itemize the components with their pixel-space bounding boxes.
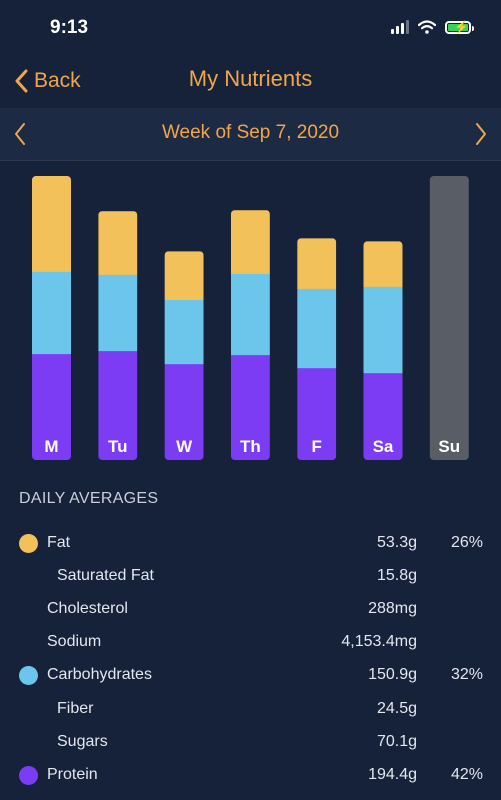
- week-label: Week of Sep 7, 2020: [161, 122, 340, 143]
- bar-empty-su: [429, 176, 469, 460]
- divider: [0, 160, 501, 161]
- bar-segment-protein-w: [164, 363, 204, 460]
- day-label-w: W: [176, 437, 193, 456]
- bar-segment-fat-th: [230, 210, 270, 274]
- chevron-left-icon: [15, 69, 28, 93]
- next-week-button[interactable]: [469, 120, 493, 148]
- back-button-label: Back: [34, 69, 81, 92]
- page-title: My Nutrients: [188, 66, 313, 91]
- charging-bolt-icon: ⚡: [454, 19, 469, 34]
- nutrient-percent: 42%: [450, 765, 483, 783]
- nutrient-row-protein[interactable]: Protein 194.4g 42%: [0, 758, 501, 791]
- nutrient-name: Carbohydrates: [47, 666, 152, 684]
- nutrient-amount: 4,153.4mg: [341, 633, 417, 651]
- day-label-su: Su: [438, 437, 460, 456]
- bar-segment-fat-sa: [363, 241, 403, 287]
- nutrient-amount: 53.3g: [376, 534, 417, 551]
- weekly-nutrient-chart: M Tu W Th F Sa Su: [0, 170, 501, 465]
- nutrient-row-sodium[interactable]: Sodium 4,153.4mg: [0, 625, 501, 658]
- nutrient-amount: 194.4g: [368, 765, 417, 783]
- nutrient-row-carbohydrates[interactable]: Carbohydrates 150.9g 32%: [0, 658, 501, 691]
- day-bar-f[interactable]: F: [297, 238, 337, 460]
- nutrient-row-fat[interactable]: Fat 53.3g 26%: [0, 526, 501, 559]
- nutrient-amount: 150.9g: [368, 666, 417, 684]
- day-bar-th[interactable]: Th: [230, 210, 270, 460]
- bar-segment-protein-th: [230, 354, 270, 460]
- battery-icon: ⚡: [445, 19, 474, 34]
- day-bar-m[interactable]: M: [32, 176, 71, 461]
- day-label-sa: Sa: [373, 437, 394, 456]
- bar-segment-carbohydrates-m: [32, 271, 71, 355]
- nutrient-percent: 32%: [450, 666, 483, 684]
- back-button[interactable]: Back: [14, 66, 81, 96]
- day-label-m: M: [44, 437, 58, 456]
- nutrient-name: Fat: [47, 534, 71, 551]
- status-time: 9:13: [50, 17, 89, 38]
- bar-segment-carbohydrates-th: [230, 273, 270, 356]
- nutrient-name: Saturated Fat: [57, 567, 154, 585]
- nutrient-amount: 24.5g: [376, 699, 417, 717]
- day-bar-w[interactable]: W: [164, 251, 204, 460]
- nutrient-row-fiber[interactable]: Fiber 24.5g: [0, 692, 501, 725]
- bar-segment-protein-tu: [98, 350, 138, 461]
- nutrient-name: Fiber: [57, 699, 94, 717]
- status-bar: 9:13 ⚡: [0, 0, 501, 56]
- chevron-left-icon: [15, 123, 25, 145]
- bar-segment-protein-sa: [363, 372, 403, 461]
- bar-segment-fat-w: [164, 251, 204, 300]
- bar-segment-protein-f: [297, 367, 337, 460]
- bar-segment-carbohydrates-sa: [363, 286, 403, 374]
- nutrient-name: Sodium: [47, 633, 102, 651]
- fat-color-dot-icon: [19, 534, 38, 553]
- bar-segment-protein-m: [32, 353, 71, 460]
- bar-segment-carbohydrates-w: [164, 299, 204, 365]
- nutrient-row-saturated-fat[interactable]: Saturated Fat 15.8g: [0, 559, 501, 592]
- nutrient-row-cholesterol[interactable]: Cholesterol 288mg: [0, 592, 501, 625]
- status-icons: ⚡: [391, 16, 474, 38]
- wifi-icon: [418, 20, 436, 34]
- bar-segment-fat-tu: [98, 211, 138, 275]
- navigation-bar: Back My Nutrients: [0, 56, 501, 108]
- day-bar-tu[interactable]: Tu: [98, 211, 138, 461]
- bar-segment-fat-f: [297, 238, 337, 289]
- nutrient-amount: 15.8g: [376, 567, 417, 585]
- day-bar-sa[interactable]: Sa: [363, 241, 403, 461]
- stacked-bar-chart: M Tu W Th F Sa Su: [32, 176, 469, 461]
- nutrient-name: Sugars: [57, 732, 108, 750]
- bar-segment-carbohydrates-tu: [98, 274, 138, 352]
- nutrient-row-sugars[interactable]: Sugars 70.1g: [0, 725, 501, 758]
- day-label-f: F: [312, 437, 322, 456]
- nutrient-percent: 26%: [450, 534, 483, 551]
- carbohydrates-color-dot-icon: [19, 666, 38, 686]
- nutrient-name: Protein: [47, 765, 98, 783]
- previous-week-button[interactable]: [8, 120, 32, 148]
- day-label-tu: Tu: [108, 437, 128, 456]
- nutrient-amount: 70.1g: [376, 732, 417, 750]
- nutrient-amount: 288mg: [368, 600, 417, 618]
- bar-segment-carbohydrates-f: [297, 288, 337, 369]
- week-selector: Week of Sep 7, 2020: [0, 108, 501, 160]
- chevron-right-icon: [476, 123, 486, 145]
- protein-color-dot-icon: [19, 765, 38, 785]
- day-label-th: Th: [240, 437, 261, 456]
- daily-averages-title: DAILY AVERAGES: [19, 490, 159, 507]
- day-bar-su[interactable]: Su: [429, 176, 469, 460]
- cellular-signal-icon: [391, 20, 409, 34]
- bar-segment-fat-m: [32, 176, 71, 272]
- nutrient-name: Cholesterol: [47, 600, 128, 618]
